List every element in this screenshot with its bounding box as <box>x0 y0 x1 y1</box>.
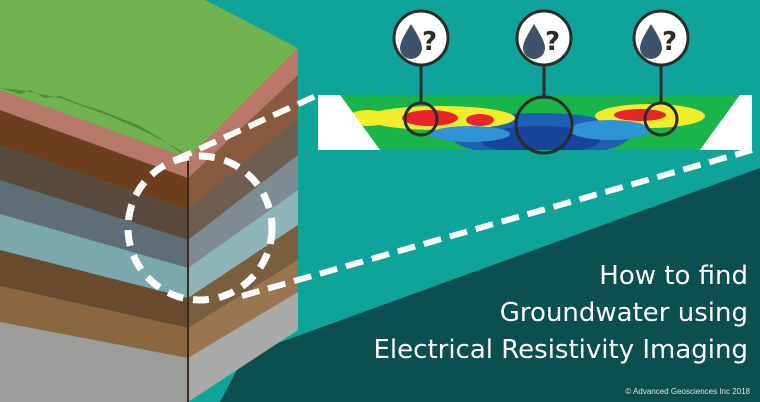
soil-block <box>0 0 298 402</box>
marker-left: ? <box>392 9 450 103</box>
marker-right: ? <box>632 9 690 103</box>
water-drop-icon <box>523 24 545 59</box>
copyright-notice: © Advanced Geosciences Inc 2018 <box>625 387 750 396</box>
question-mark-icon: ? <box>662 27 677 57</box>
headline-line-1: How to find <box>599 261 748 291</box>
marker-center: ? <box>515 9 573 97</box>
resistivity-section <box>318 95 752 155</box>
water-drop-icon <box>400 24 422 59</box>
water-drop-icon <box>640 24 662 59</box>
question-mark-icon: ? <box>545 27 560 57</box>
headline: How to find Groundwater using Electrical… <box>374 258 749 369</box>
headline-line-3: Electrical Resistivity Imaging <box>373 335 749 365</box>
headline-line-2: Groundwater using <box>499 298 748 328</box>
dashed-connector-bottom <box>241 147 753 299</box>
dark-diagonal-band <box>220 168 760 402</box>
question-mark-icon: ? <box>422 27 437 57</box>
dashed-target-circle <box>124 152 276 304</box>
